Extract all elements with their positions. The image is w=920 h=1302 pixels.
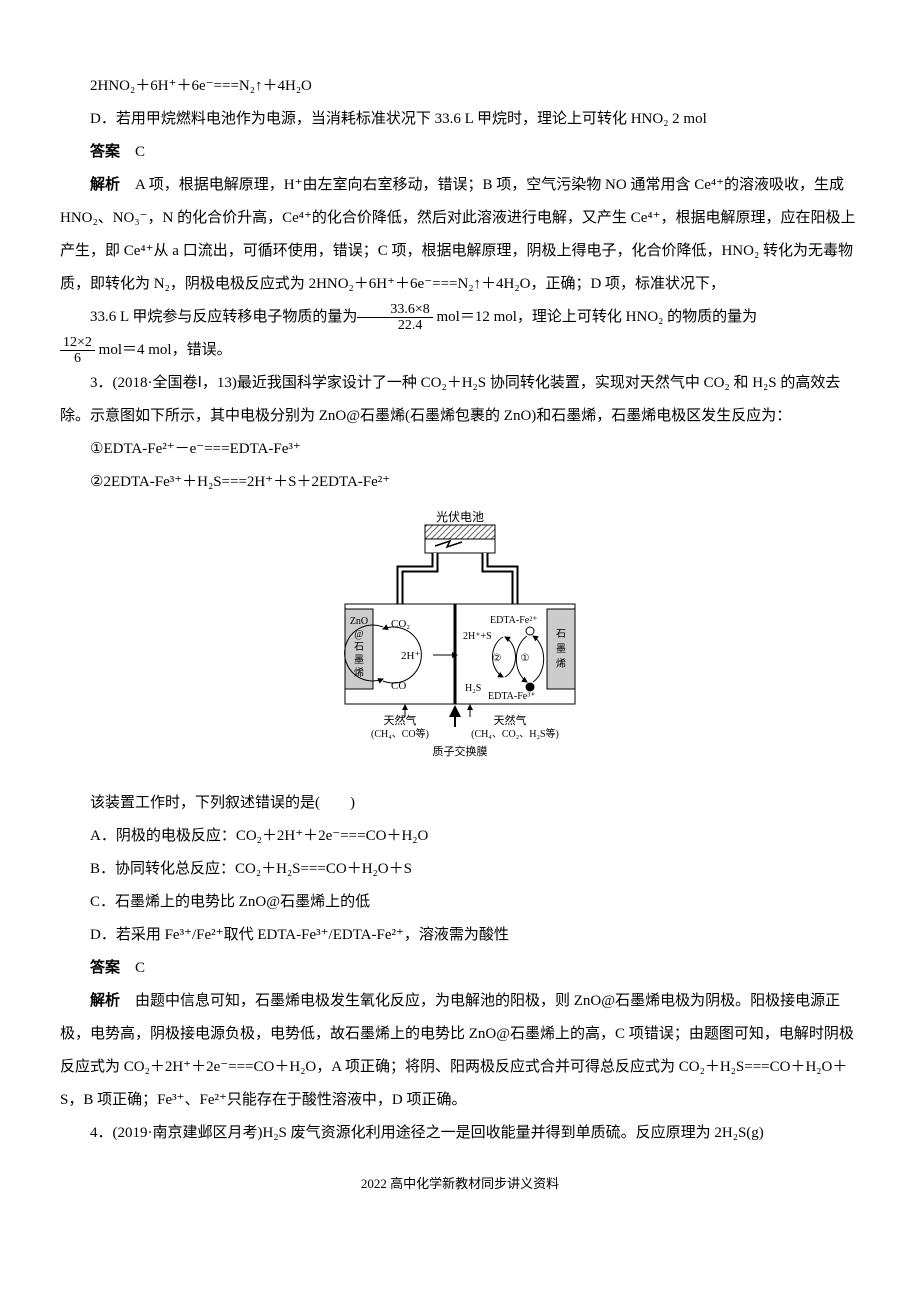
answer-2: 答案 C bbox=[60, 952, 860, 985]
device-diagram: 光伏电池 ZnO @ 石 墨 烯 石 墨 烯 CO₂ 2H⁺ CO EDTA-F… bbox=[60, 509, 860, 777]
svg-text:墨: 墨 bbox=[556, 643, 566, 655]
explanation-1b: 33.6 L 甲烷参与反应转移电子物质的量为33.6×822.4 mol＝12 … bbox=[60, 301, 860, 334]
svg-text:2H⁺+S: 2H⁺+S bbox=[463, 631, 492, 642]
svg-text:石: 石 bbox=[556, 629, 566, 640]
svg-text:EDTA-Fe²⁺: EDTA-Fe²⁺ bbox=[490, 615, 537, 626]
svg-text:②: ② bbox=[493, 653, 502, 664]
svg-text:天然气: 天然气 bbox=[494, 713, 527, 727]
answer-1: 答案 C bbox=[60, 136, 860, 169]
svg-text:天然气: 天然气 bbox=[384, 713, 417, 727]
svg-text:①: ① bbox=[521, 653, 530, 664]
reaction-1: ①EDTA-Fe²⁺－e⁻===EDTA-Fe³⁺ bbox=[60, 433, 860, 466]
explanation-1c: 12×26 mol＝4 mol，错误。 bbox=[60, 334, 860, 367]
fraction-1: 33.6×822.4 bbox=[357, 302, 432, 334]
question-3-stem: 该装置工作时，下列叙述错误的是( ) bbox=[60, 787, 860, 820]
svg-text:CO: CO bbox=[391, 680, 406, 692]
option-c-3: C．石墨烯上的电势比 ZnO@石墨烯上的低 bbox=[60, 886, 860, 919]
option-d-3: D．若采用 Fe³⁺/Fe²⁺取代 EDTA-Fe³⁺/EDTA-Fe²⁺，溶液… bbox=[60, 919, 860, 952]
reaction-2: ②2EDTA-Fe³⁺＋H₂S===2H⁺＋S＋2EDTA-Fe²⁺ bbox=[60, 466, 860, 499]
page-footer: 2022 高中化学新教材同步讲义资料 bbox=[60, 1170, 860, 1199]
question-4: 4．(2019·南京建邺区月考)H₂S 废气资源化利用途径之一是回收能量并得到单… bbox=[60, 1117, 860, 1150]
explanation-2: 解析 由题中信息可知，石墨烯电极发生氧化反应，为电解池的阳极，则 ZnO@石墨烯… bbox=[60, 985, 860, 1117]
equation-line: 2HNO₂＋6H⁺＋6e⁻===N₂↑＋4H₂O bbox=[60, 70, 860, 103]
answer-label-2: 答案 bbox=[90, 960, 120, 976]
explanation-1a: 解析 A 项，根据电解原理，H⁺由左室向右室移动，错误；B 项，空气污染物 NO… bbox=[60, 169, 860, 301]
question-3-intro: 3．(2018·全国卷Ⅰ，13)最近我国科学家设计了一种 CO₂＋H₂S 协同转… bbox=[60, 367, 860, 433]
svg-text:2H⁺: 2H⁺ bbox=[401, 650, 420, 662]
option-b-3: B．协同转化总反应：CO₂＋H₂S===CO＋H₂O＋S bbox=[60, 853, 860, 886]
svg-text:(CH₄、CO₂、H₂S等): (CH₄、CO₂、H₂S等) bbox=[471, 727, 559, 740]
svg-text:质子交换膜: 质子交换膜 bbox=[433, 744, 488, 758]
fraction-2: 12×26 bbox=[60, 335, 95, 367]
answer-label: 答案 bbox=[90, 144, 120, 160]
svg-text:(CH₄、CO等): (CH₄、CO等) bbox=[371, 727, 429, 740]
svg-text:H₂S: H₂S bbox=[465, 683, 481, 694]
svg-text:烯: 烯 bbox=[556, 657, 566, 670]
svg-text:EDTA-Fe³⁺: EDTA-Fe³⁺ bbox=[488, 691, 535, 702]
svg-text:石: 石 bbox=[354, 642, 364, 653]
explanation-label-2: 解析 bbox=[90, 993, 120, 1009]
option-a-3: A．阴极的电极反应：CO₂＋2H⁺＋2e⁻===CO＋H₂O bbox=[60, 820, 860, 853]
svg-text:墨: 墨 bbox=[354, 654, 364, 666]
pv-label: 光伏电池 bbox=[436, 510, 484, 524]
explanation-label: 解析 bbox=[90, 177, 120, 193]
option-d-1: D．若用甲烷燃料电池作为电源，当消耗标准状况下 33.6 L 甲烷时，理论上可转… bbox=[60, 103, 860, 136]
eq1: 2HNO₂＋6H⁺＋6e⁻===N₂↑＋4H₂O bbox=[90, 78, 312, 94]
svg-text:CO₂: CO₂ bbox=[391, 618, 410, 630]
